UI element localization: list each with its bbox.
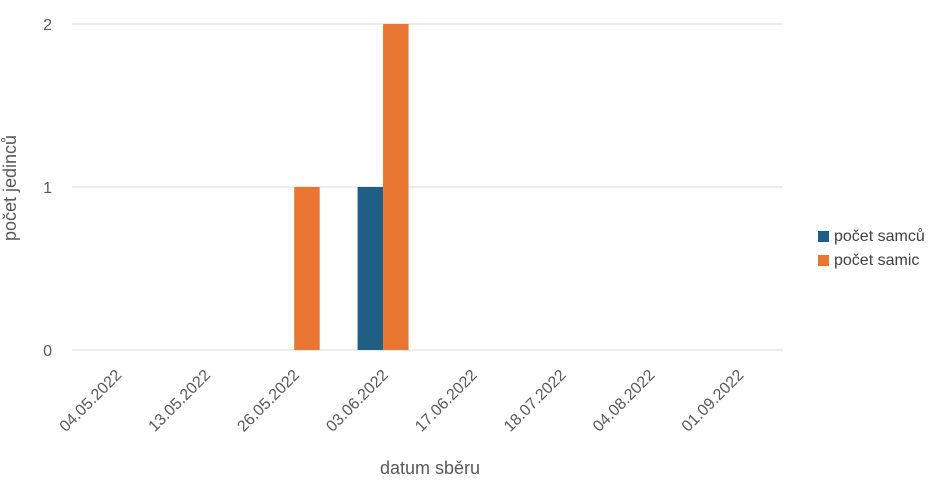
bar: [383, 24, 409, 350]
y-tick-label: 1: [43, 180, 52, 197]
x-tick-label: 17.06.2022: [412, 367, 481, 436]
x-tick-label: 04.08.2022: [590, 367, 659, 436]
y-tick-label: 0: [43, 343, 52, 360]
bars: [294, 24, 409, 350]
legend-swatch: [818, 255, 829, 266]
x-tick-label: 13.05.2022: [145, 367, 214, 436]
y-tick-label: 2: [43, 17, 52, 34]
y-axis-ticks: 0 1 2: [43, 17, 52, 360]
legend-label: počet samic: [834, 252, 919, 269]
x-tick-label: 26.05.2022: [234, 367, 303, 436]
gridlines: [72, 23, 783, 351]
bar: [294, 187, 320, 350]
legend-swatch: [818, 231, 829, 242]
bar: [357, 187, 384, 350]
legend-label: počet samců: [834, 227, 925, 245]
x-tick-label: 03.06.2022: [323, 367, 392, 436]
x-tick-label: 01.09.2022: [679, 367, 748, 436]
legend: počet samců počet samic: [818, 227, 925, 269]
y-axis-title: počet jedinců: [0, 135, 20, 241]
x-axis-ticks: 04.05.2022 13.05.2022 26.05.2022 03.06.2022…: [57, 367, 748, 436]
x-axis-title: datum sběru: [380, 458, 480, 478]
x-tick-label: 18.07.2022: [501, 367, 570, 436]
x-tick-label: 04.05.2022: [57, 367, 126, 436]
